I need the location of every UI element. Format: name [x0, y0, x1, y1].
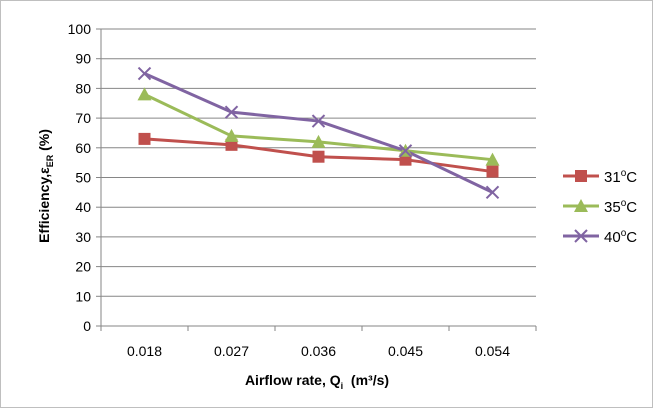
- x-axis-label-main: Airflow rate, Q: [245, 372, 341, 388]
- x-axis-label-unit: (m³/s): [351, 372, 389, 388]
- y-tick-label: 60: [75, 140, 91, 156]
- axes: [96, 28, 537, 331]
- y-axis-label-main: Efficiency,ε: [36, 167, 52, 243]
- series-line-40: [143, 72, 494, 194]
- data-point-31: [486, 165, 499, 178]
- data-point-35: [311, 134, 326, 148]
- data-point-35: [137, 87, 152, 101]
- data-point-40: [485, 185, 500, 200]
- y-axis-label: Efficiency,εER (%): [36, 129, 55, 243]
- data-point-31: [312, 150, 325, 163]
- data-point-35: [485, 152, 500, 166]
- legend-item-31: 31oC: [563, 168, 637, 186]
- legend: 31oC 35oC 40oC: [563, 168, 637, 246]
- y-tick-label: 50: [75, 170, 91, 186]
- legend-label: 31oC: [604, 168, 637, 186]
- legend-item-40: 40oC: [563, 228, 637, 246]
- y-axis-label-sub: ER: [45, 154, 55, 167]
- x-axis-label: Airflow rate, Qi (m³/s): [245, 372, 389, 391]
- data-point-40: [311, 114, 326, 128]
- x-axis-label-sub: i: [341, 381, 344, 391]
- x-tick-label: 0.054: [475, 343, 510, 359]
- y-tick-label: 100: [68, 21, 92, 37]
- legend-item-35: 35oC: [563, 198, 637, 216]
- y-tick-label: 90: [75, 51, 91, 67]
- x-tick-label: 0.036: [301, 343, 336, 359]
- legend-marker-40: [574, 229, 588, 243]
- y-axis-label-unit: (%): [36, 129, 52, 151]
- x-tick-label: 0.027: [214, 343, 249, 359]
- data-point-31: [138, 132, 151, 145]
- data-point-35: [224, 128, 239, 142]
- data-point-40: [137, 66, 152, 81]
- y-tick-label: 20: [75, 259, 91, 275]
- legend-marker-31: [575, 170, 587, 182]
- legend-label: 35oC: [604, 198, 637, 216]
- data-point-40: [224, 105, 239, 119]
- legend-marker-35: [574, 199, 588, 212]
- y-tick-label: 80: [75, 80, 91, 96]
- x-tick-label: 0.045: [388, 343, 423, 359]
- y-tick-labels: 0 10 20 30 40 50 60 70 80 90 100: [68, 21, 92, 334]
- y-tick-label: 10: [75, 288, 91, 304]
- x-tick-label: 0.018: [127, 343, 162, 359]
- data-point-40: [398, 144, 413, 158]
- series-lines: [137, 66, 500, 200]
- y-tick-label: 40: [75, 199, 91, 215]
- y-tick-label: 0: [83, 318, 91, 334]
- legend-label: 40oC: [604, 228, 637, 246]
- y-tick-label: 70: [75, 110, 91, 126]
- x-tick-labels: 0.018 0.027 0.036 0.045 0.054: [127, 343, 510, 359]
- series-line-35: [143, 92, 493, 162]
- y-tick-label: 30: [75, 229, 91, 245]
